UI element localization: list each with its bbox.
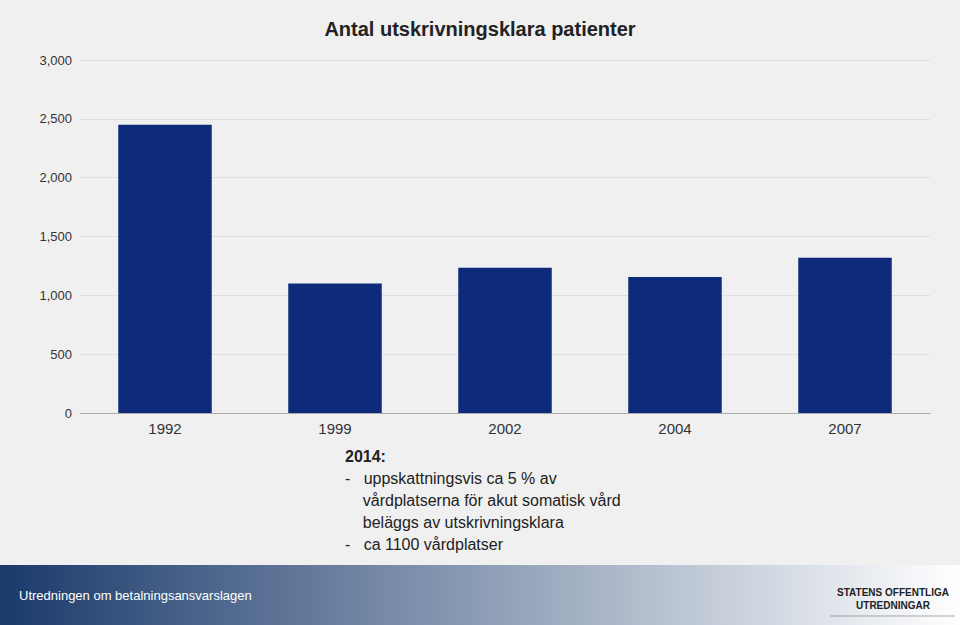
svg-text:UTREDNINGAR: UTREDNINGAR [856, 600, 931, 611]
svg-text:500: 500 [50, 347, 72, 362]
svg-text:0: 0 [65, 406, 72, 421]
svg-text:2007: 2007 [828, 420, 861, 437]
svg-text:Utredningen om betalningsansva: Utredningen om betalningsansvarslagen [19, 588, 252, 603]
svg-text:1,500: 1,500 [39, 229, 72, 244]
svg-text:2014:: 2014: [345, 448, 386, 465]
svg-text:3,000: 3,000 [39, 53, 72, 68]
svg-text:1,000: 1,000 [39, 288, 72, 303]
svg-text:2,500: 2,500 [39, 111, 72, 126]
svg-text:2002: 2002 [488, 420, 521, 437]
svg-text:- ca 1100 vårdplatser: - ca 1100 vårdplatser [345, 536, 504, 553]
svg-text:1999: 1999 [318, 420, 351, 437]
svg-text:2004: 2004 [658, 420, 691, 437]
svg-text:1992: 1992 [148, 420, 181, 437]
svg-text:beläggs av utskrivningsklara: beläggs av utskrivningsklara [345, 514, 564, 531]
svg-text:STATENS OFFENTLIGA: STATENS OFFENTLIGA [837, 587, 949, 598]
svg-text:- uppskattningsvis ca 5 % av: - uppskattningsvis ca 5 % av [345, 470, 557, 487]
svg-text:Antal utskrivningsklara patien: Antal utskrivningsklara patienter [324, 18, 635, 40]
svg-text:2,000: 2,000 [39, 170, 72, 185]
svg-text:vårdplatserna för akut somatis: vårdplatserna för akut somatisk vård [345, 492, 621, 509]
